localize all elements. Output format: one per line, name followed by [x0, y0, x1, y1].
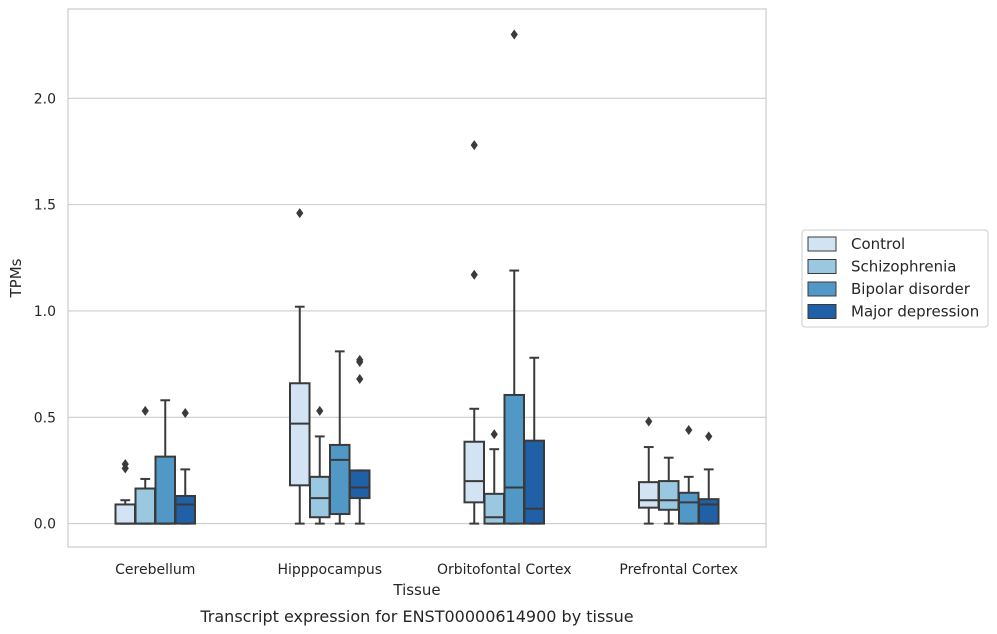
box-body	[349, 469, 371, 500]
box-body	[174, 494, 196, 525]
box-schizophrenia	[483, 429, 505, 525]
box-schizophrenia	[134, 405, 156, 525]
y-tick-label: 1.0	[34, 304, 56, 320]
box-body	[678, 491, 700, 525]
outlier-point	[645, 416, 653, 427]
box-schizophrenia	[658, 456, 680, 525]
box-bipolar-disorder	[503, 29, 525, 525]
legend-frame	[801, 229, 989, 328]
outlier-point	[470, 269, 478, 280]
box-body	[503, 393, 525, 525]
box-major-depression	[523, 356, 545, 525]
x-tick-label: Hipppocampus	[277, 562, 382, 578]
x-tick-labels: Cerebellum Hipppocampus Orbitofontal Corte…	[115, 562, 738, 578]
outlier-point	[510, 29, 518, 40]
legend-label: Control	[851, 235, 905, 253]
box-body	[638, 481, 660, 509]
outlier-point	[181, 408, 189, 419]
box-control	[114, 459, 136, 525]
legend-swatch	[807, 281, 837, 297]
x-tick-label: Orbitofontal Cortex	[437, 562, 572, 578]
box-major-depression	[698, 431, 720, 525]
y-tick-label: 2.0	[34, 91, 56, 107]
legend-label: Bipolar disorder	[851, 280, 971, 298]
box-body	[114, 503, 136, 525]
outlier-point	[685, 425, 693, 436]
y-axis-label: TPMs	[7, 258, 25, 298]
outlier-point	[470, 140, 478, 151]
box-bipolar-disorder	[329, 350, 351, 525]
outlier-point	[490, 429, 498, 440]
legend: Control Schizophrenia Bipolar disorder Majo…	[801, 229, 989, 328]
outlier-point	[356, 354, 364, 365]
y-tick-label: 0.5	[34, 410, 56, 426]
outlier-point	[121, 459, 129, 470]
plot-frame	[67, 8, 767, 548]
legend-label: Major depression	[851, 303, 979, 321]
x-axis-label: Tissue	[392, 581, 440, 599]
y-tick-label: 0.0	[34, 517, 56, 533]
outlier-point	[316, 405, 324, 416]
box-control	[638, 416, 660, 525]
outlier-point	[141, 405, 149, 416]
chart-caption: Transcript expression for ENST0000061490…	[199, 607, 633, 626]
box-layer	[114, 29, 720, 525]
legend-swatch	[807, 304, 837, 319]
box-body	[483, 492, 505, 525]
legend-label: Schizophrenia	[851, 258, 956, 276]
box-bipolar-disorder	[154, 399, 176, 525]
box-body	[698, 498, 720, 525]
box-body	[289, 382, 311, 487]
box-body	[658, 480, 680, 511]
outlier-point	[356, 374, 364, 385]
box-body	[329, 443, 351, 516]
legend-swatch	[807, 236, 837, 252]
box-body	[154, 455, 176, 525]
box-body	[523, 439, 545, 525]
box-body	[309, 475, 331, 519]
box-major-depression	[349, 354, 371, 525]
box-control	[289, 208, 311, 525]
outlier-point	[296, 208, 304, 219]
box-body	[463, 440, 485, 504]
outlier-point	[705, 431, 713, 442]
box-body	[134, 487, 156, 525]
box-major-depression	[174, 408, 196, 525]
box-control	[463, 140, 485, 525]
x-tick-label: Cerebellum	[115, 562, 195, 578]
box-schizophrenia	[309, 405, 331, 525]
y-tick-labels: 0.0 0.5 1.0 1.5 2.0	[34, 91, 56, 532]
y-tick-label: 1.5	[34, 198, 56, 214]
box-bipolar-disorder	[678, 425, 700, 525]
x-tick-label: Prefrontal Cortex	[619, 562, 738, 578]
legend-swatch	[807, 259, 837, 274]
